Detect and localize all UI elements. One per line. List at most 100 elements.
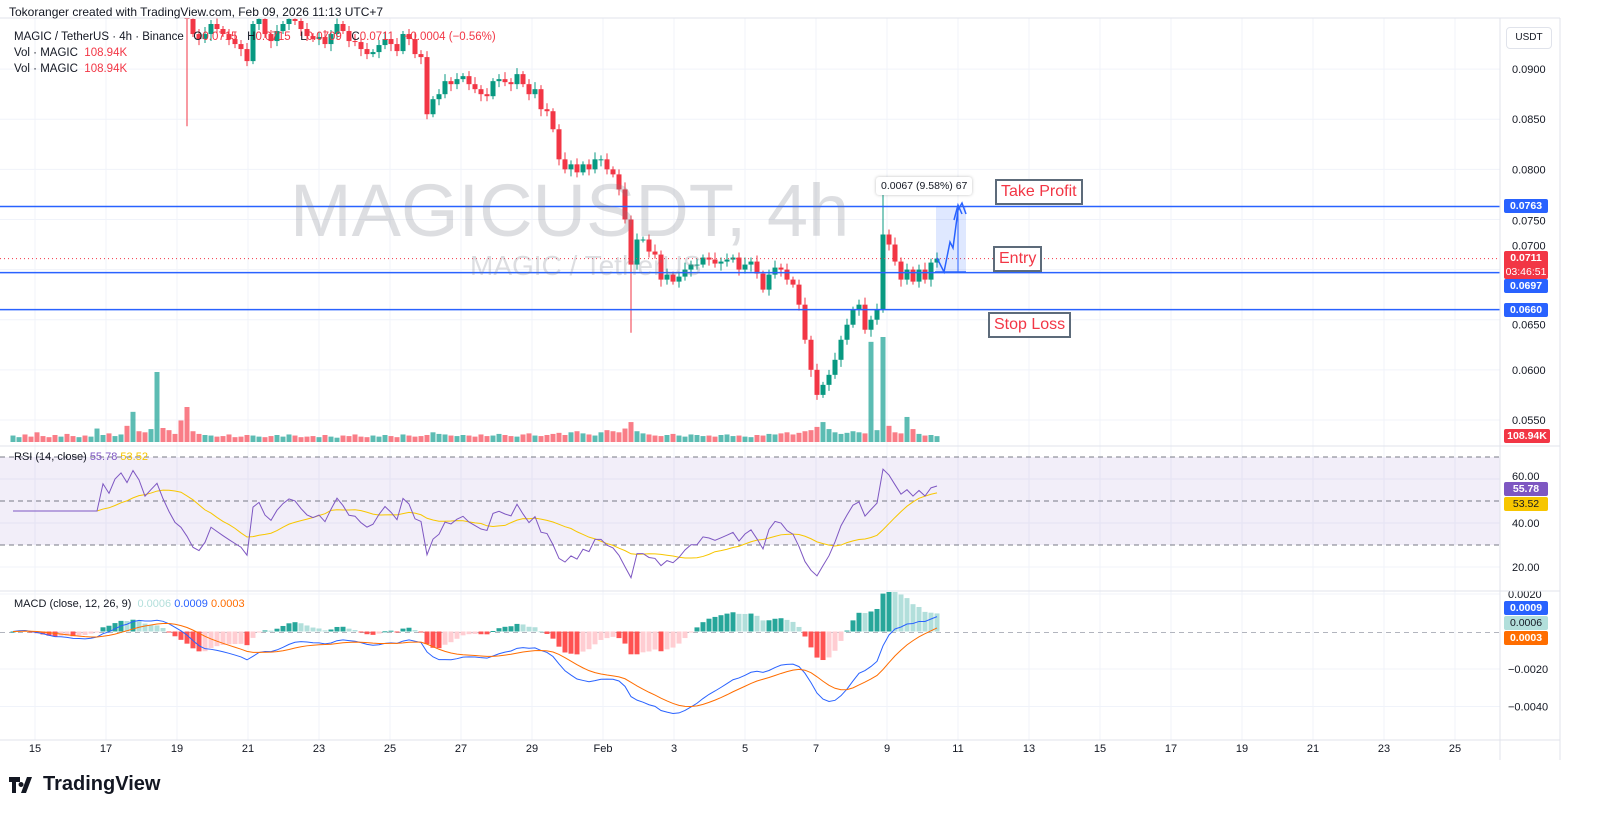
candle-body [400,34,406,52]
macd-histogram-bar [496,628,502,632]
candle-body [508,82,514,85]
candle-body [298,21,304,30]
rsi-ma-tag: 53.52 [1504,497,1548,511]
macd-histogram-bar [412,630,418,632]
volume-bar [16,437,22,442]
candle-body [856,304,862,310]
candle-body [388,39,394,45]
candle-body [802,304,808,340]
volume-label: Vol · MAGIC [14,63,78,75]
stop-loss-label[interactable]: Stop Loss [988,312,1072,338]
candle-body [322,37,328,45]
volume-bar [832,432,838,442]
macd-histogram-bar [556,631,562,647]
volume-bar [256,436,262,442]
volume-bar [436,433,442,442]
volume-bar [520,434,526,442]
time-tick-label: 19 [171,743,183,755]
macd-histogram-bar [742,613,748,632]
take-profit-label[interactable]: Take Profit [995,179,1083,205]
volume-bar [712,436,718,442]
volume-bar [748,437,754,442]
currency-button[interactable]: USDT [1506,27,1552,49]
time-tick-label: 21 [242,743,254,755]
volume-bar [340,435,346,442]
volume-bar [688,434,694,442]
macd-histogram-bar [250,631,256,638]
volume-bar [148,429,154,442]
candle-body [568,164,574,170]
macd-histogram-bar [274,628,280,632]
volume-bar [178,420,184,442]
volume-legend[interactable]: Vol · MAGIC 108.94K [14,45,496,61]
volume-bar [544,435,550,442]
watermark-title: MAGICUSDT, 4h [290,169,850,252]
volume-bar [706,435,712,442]
logo-text: TradingView [43,773,161,795]
entry-label[interactable]: Entry [993,246,1043,272]
tradingview-logo-icon [9,776,32,793]
macd-histogram-bar [562,631,568,653]
high-value: 0.0715 [255,31,291,43]
open-value: 0.0715 [202,31,238,43]
candle-body [760,273,766,290]
entry-price-tag: 0.0697 [1504,279,1548,293]
macd-histogram-bar [604,631,610,639]
macd-histogram-bar [100,627,106,632]
candle-body [772,267,778,275]
macd-histogram-bar [460,631,466,636]
macd-histogram-bar [316,628,322,632]
volume-bar [868,341,874,442]
macd-histogram-bar [544,631,550,634]
volume-bar [892,432,898,442]
candle-body [550,111,556,130]
macd-tick-label: −0.0020 [1508,664,1548,676]
macd-histogram-bar [88,631,94,634]
macd-tag: 0.0009 [1504,601,1548,615]
symbol-name[interactable]: MAGIC / TetherUS · 4h · Binance [14,31,184,43]
macd-legend[interactable]: MACD (close, 12, 26, 9) 0.0006 0.0009 0.… [14,598,245,610]
macd-histogram-bar [142,623,148,632]
volume-bar [484,436,490,442]
candle-body [538,89,544,110]
volume-bar [898,433,904,442]
candle-body [520,74,526,85]
volume-bar [400,434,406,442]
candle-body [874,309,880,320]
macd-histogram-bar [928,612,934,632]
macd-histogram-bar [70,631,76,637]
long-position-tool[interactable] [935,201,967,275]
tradingview-logo[interactable]: TradingView [9,773,160,796]
volume-bar [352,434,358,442]
macd-histogram-bar [802,631,808,637]
macd-histogram-bar [568,631,574,654]
volume-bar [676,435,682,442]
candle-body [604,159,610,170]
volume-bar [154,372,160,442]
candle-body [382,39,388,46]
macd-histogram-bar [934,613,940,632]
position-profit-zone[interactable] [936,206,966,273]
rsi-legend[interactable]: RSI (14, close) 55.78 53.52 [14,451,148,463]
candle-body [316,37,322,40]
macd-histogram-bar [820,631,826,661]
time-tick-label: 17 [1165,743,1177,755]
candle-body [928,262,934,280]
volume-bar [160,428,166,442]
macd-histogram-bar [586,631,592,650]
candle-body [484,94,490,97]
macd-hist-value: 0.0006 [137,598,172,610]
macd-histogram-bar [82,631,88,636]
volume-legend[interactable]: Vol · MAGIC 108.94K [14,61,496,77]
volume-bar [100,435,106,442]
macd-histogram-bar [658,631,664,652]
macd-histogram-bar [520,624,526,632]
macd-histogram-bar [688,631,694,633]
low-label: L [300,31,307,43]
volume-bar [394,437,400,442]
volume-bar [94,428,100,442]
volume-bar [40,436,46,442]
candle-body [634,239,640,265]
time-tick-label: 29 [526,743,538,755]
